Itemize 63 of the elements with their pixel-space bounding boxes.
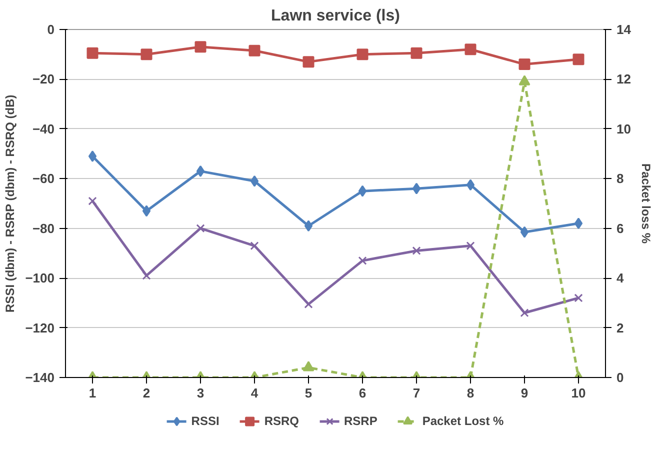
legend-label: RSSI (191, 414, 220, 428)
point (88, 196, 97, 206)
point (572, 54, 584, 66)
y-tick-label: −80 (32, 220, 55, 236)
y-tick-label: −60 (32, 171, 55, 186)
point (304, 220, 313, 232)
y2-tick-label: 12 (616, 72, 631, 87)
y-tick-label: −20 (32, 72, 55, 87)
y2-tick-label: 4 (616, 270, 624, 286)
y2-tick-label: 6 (616, 220, 624, 236)
x-tick-label: 1 (88, 386, 96, 400)
point (142, 205, 151, 217)
point (466, 241, 475, 250)
y-tick-label: −120 (25, 320, 55, 336)
y2-tick-label: 14 (616, 22, 632, 37)
point (196, 165, 205, 177)
chart-title: Lawn service (ls) (271, 8, 400, 24)
x-tick-label: 5 (304, 386, 312, 400)
x-tick-label: 2 (142, 386, 150, 400)
x-tick-label: 3 (196, 386, 204, 400)
point (410, 47, 422, 59)
y-axis-title: RSSI (dbm) - RSRP (dbm) - RSRQ (dB) (3, 94, 18, 312)
y2-tick-label: 2 (616, 320, 624, 336)
legend-label: RSRP (344, 414, 378, 428)
point (140, 48, 152, 60)
point (520, 308, 529, 318)
x-tick-label: 9 (520, 386, 528, 400)
y-tick-label: 0 (47, 22, 55, 37)
point (196, 224, 205, 233)
legend-label: RSRQ (264, 414, 299, 428)
y-tick-label: −140 (25, 370, 55, 385)
point (464, 44, 476, 56)
x-tick-label: 7 (412, 386, 420, 400)
point (358, 256, 367, 265)
point (250, 175, 259, 187)
x-tick-label: 8 (466, 386, 474, 400)
point (518, 58, 530, 70)
y2-tick-label: 0 (616, 370, 624, 385)
y-tick-label: −40 (32, 121, 55, 136)
point (250, 241, 259, 250)
point (574, 218, 583, 230)
legend-label: Packet Lost % (422, 414, 504, 428)
y2-axis-title: Packet loss % (638, 163, 653, 244)
y-tick-label: −100 (25, 270, 55, 286)
point (356, 48, 368, 60)
y2-tick-label: 8 (616, 171, 624, 186)
y2-tick-label: 10 (616, 121, 631, 136)
x-tick-label: 6 (358, 386, 366, 400)
point (466, 179, 475, 191)
point (574, 294, 583, 302)
point (520, 226, 529, 238)
point (86, 47, 98, 59)
x-tick-label: 4 (250, 386, 259, 400)
point (302, 56, 314, 68)
point (248, 44, 260, 56)
x-tick-label: 10 (571, 386, 586, 400)
point (412, 182, 421, 194)
point (142, 271, 151, 280)
point (304, 300, 313, 308)
point (88, 150, 97, 162)
point (194, 41, 206, 53)
point (412, 246, 421, 256)
point (358, 185, 367, 197)
